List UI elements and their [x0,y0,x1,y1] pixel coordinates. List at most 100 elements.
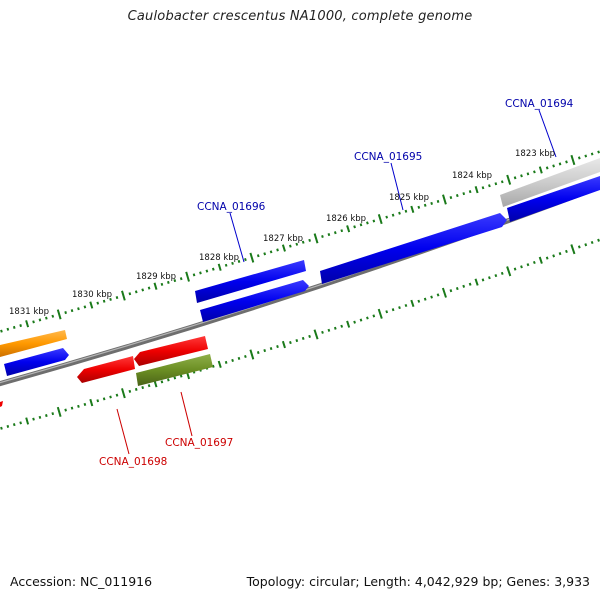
outer-tick [276,248,279,252]
outer-tick [308,238,311,242]
gene-ccna-01696[interactable] [200,280,309,322]
outer-tick [385,215,389,219]
inner-tick [377,308,383,319]
outer-tick [281,244,286,252]
inner-tick [398,306,401,310]
gene-ccna-01697[interactable] [136,354,213,386]
outer-tick [570,154,576,166]
inner-tick [109,395,112,399]
leader-ccna-01694 [538,109,557,158]
outer-tick [205,269,209,273]
outer-tick [359,223,363,227]
inner-tick [45,414,48,418]
outer-tick [32,320,35,324]
outer-tick [199,271,202,275]
outer-tick [121,290,126,301]
outer-tick [462,192,466,196]
inner-tick [224,360,228,364]
inner-tick [474,278,479,286]
outer-tick [436,199,440,203]
inner-tick [488,276,491,280]
outer-tick [301,240,305,244]
scale-label-1828: 1828 kbp [199,253,239,263]
outer-tick [481,186,485,190]
gene-ccna-01698[interactable] [77,356,135,383]
gene-label-ccna-01696[interactable]: CCNA_01696 [197,201,266,213]
gene-ccna-01696-upper[interactable] [195,260,306,303]
inner-tick-track [0,238,600,430]
gene-label-ccna-01694[interactable]: CCNA_01694 [505,98,574,110]
outer-tick [520,174,523,178]
inner-tick [430,295,433,299]
blue-cds-left[interactable] [4,348,69,376]
gray-feature[interactable] [500,158,600,207]
inner-tick [217,360,222,368]
inner-tick [179,374,183,378]
outer-tick [455,193,459,198]
inner-tick [590,240,594,245]
outer-tick [167,280,170,284]
outer-tick-track [0,150,600,333]
inner-tick [410,299,415,308]
gene-ccna-01695[interactable] [320,213,507,284]
inner-tick [462,284,466,288]
outer-tick [147,286,151,290]
inner-tick [500,271,504,275]
inner-tick [77,404,80,408]
gene-label-ccna-01695[interactable]: CCNA_01695 [354,151,422,163]
outer-tick [77,307,80,311]
outer-tick [488,184,491,188]
inner-tick [160,380,164,384]
scale-label-1824: 1824 kbp [452,171,492,181]
inner-tick [584,243,588,247]
outer-tick [474,186,479,194]
outer-tick [590,152,594,156]
outer-tick [577,156,581,160]
outer-tick [526,172,530,176]
outer-tick [231,261,234,265]
outer-tick [423,203,427,207]
outer-tick [128,292,132,296]
leader-ccna-01698 [116,408,130,455]
outer-tick [249,252,255,263]
genome-title: Caulobacter crescentus NA1000, complete … [127,9,473,24]
outer-tick [12,325,16,329]
inner-tick [25,417,30,425]
inner-tick [538,256,543,264]
outer-tick [38,318,42,322]
inner-tick [597,238,600,242]
outer-tick [134,290,138,294]
outer-tick [372,219,376,223]
outer-tick [391,213,395,217]
outer-tick [597,150,600,154]
outer-tick [404,209,408,213]
inner-tick [468,282,472,286]
outer-tick [506,174,512,185]
red-fragment-left[interactable] [0,401,3,407]
inner-tick [134,387,138,391]
outer-tick [538,166,543,174]
gene-label-ccna-01698[interactable]: CCNA_01698 [99,456,167,468]
gene-label-ccna-01697[interactable]: CCNA_01697 [165,437,233,449]
inner-tick [494,274,498,278]
gene-ccna-01694[interactable] [507,176,600,222]
inner-tick [313,329,319,340]
outer-tick [321,235,324,238]
inner-tick [532,260,536,265]
inner-tick [385,310,389,314]
red-cds-reverse[interactable] [134,336,208,366]
inner-tick [237,356,241,361]
inner-tick [506,266,512,277]
scale-label-1829: 1829 kbp [136,272,176,282]
outer-tick [340,229,344,233]
scale-label-1827: 1827 kbp [263,234,303,244]
outer-tick [224,263,228,267]
inner-tick [565,249,568,254]
outer-tick [398,211,401,215]
outer-tick [366,221,369,225]
outer-tick [25,320,30,328]
orange-feature[interactable] [0,330,67,357]
outer-tick [173,278,177,283]
